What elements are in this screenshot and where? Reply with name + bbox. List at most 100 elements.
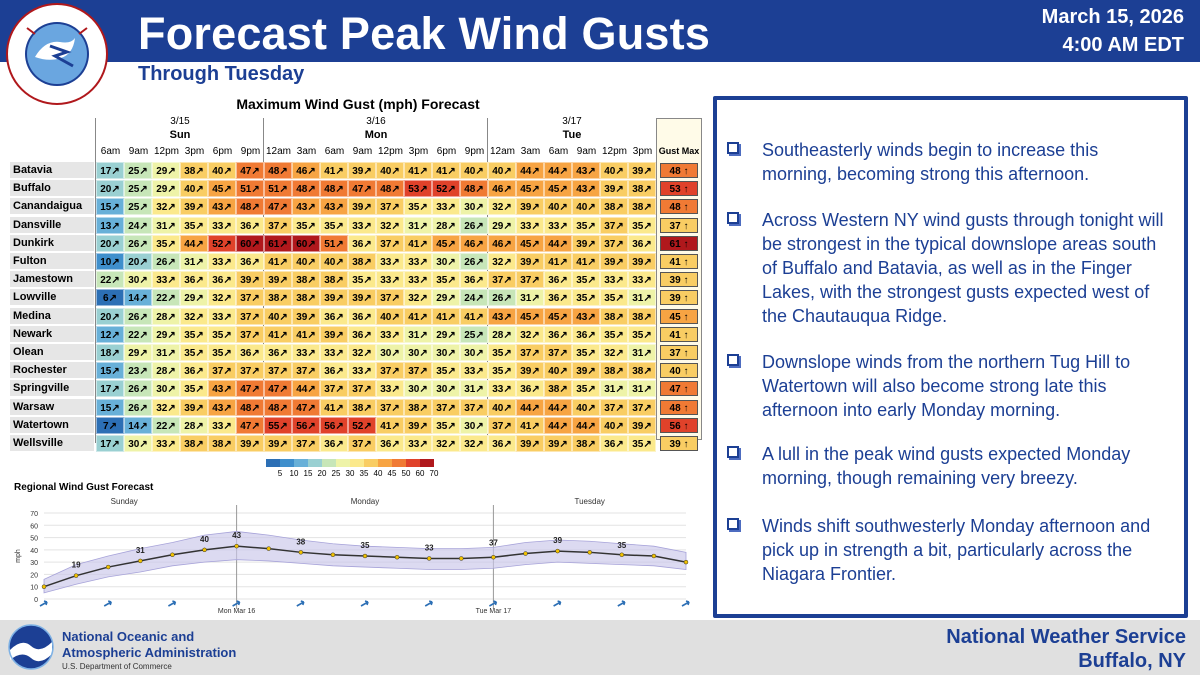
time-column-header: 6pm <box>212 146 233 157</box>
data-point <box>459 556 464 561</box>
gust-cell: 37↗ <box>236 289 264 307</box>
gust-cell: 43↗ <box>488 307 516 325</box>
data-point <box>73 573 79 578</box>
gust-cell: 39↗ <box>348 289 376 307</box>
gust-cell: 38↗ <box>544 380 572 398</box>
location-label: Olean <box>10 344 94 361</box>
gust-cell: 36↗ <box>320 307 348 325</box>
gust-cell: 35↗ <box>572 380 600 398</box>
gust-cell: 35↗ <box>180 344 208 361</box>
gust-cell: 39↗ <box>236 435 264 452</box>
gust-cell: 36↗ <box>320 362 348 380</box>
gust-cell: 25↗ <box>124 198 152 216</box>
noaa-logo-icon <box>8 624 54 670</box>
gust-cell: 36↗ <box>208 271 236 289</box>
gust-cell: 39↗ <box>572 234 600 252</box>
gust-cell: 32↗ <box>460 435 488 452</box>
data-point <box>266 546 271 551</box>
gust-cell: 33↗ <box>404 271 432 289</box>
color-scale-swatch <box>378 459 392 468</box>
location-label: Wellsville <box>10 435 94 452</box>
gust-cell: 25↗ <box>460 325 488 343</box>
gust-cell: 29↗ <box>152 180 180 198</box>
gust-cell: 43↗ <box>572 180 600 198</box>
nws-office-name: National Weather Service <box>946 626 1186 648</box>
time-column-header: 3pm <box>184 146 205 157</box>
gust-cell: 47↗ <box>236 162 264 179</box>
wind-direction-icon <box>232 600 241 607</box>
gust-cell: 37↗ <box>488 416 516 434</box>
gust-cell: 33↗ <box>376 325 404 343</box>
noaa-name-line1: National Oceanic and <box>62 629 195 644</box>
gust-cell: 14↗ <box>124 289 152 307</box>
y-tick-label: 70 <box>30 511 38 518</box>
gust-cell: 33↗ <box>208 307 236 325</box>
gust-cell: 38↗ <box>404 398 432 416</box>
gust-cell: 32↗ <box>488 253 516 270</box>
gust-cell: 32↗ <box>348 344 376 361</box>
gust-max-cell: 39 ↑ <box>660 436 698 451</box>
gust-cell: 28↗ <box>488 325 516 343</box>
gust-cell: 35↗ <box>628 325 656 343</box>
gust-max-cell: 61 ↑ <box>660 235 698 251</box>
gust-cell: 35↗ <box>628 435 656 452</box>
gust-cell: 52↗ <box>208 234 236 252</box>
gust-cell: 37↗ <box>460 398 488 416</box>
regional-gust-chart: Regional Wind Gust Forecast 0 10 20 30 40 50 6… <box>8 480 700 615</box>
data-point <box>362 553 368 559</box>
gust-cell: 35↗ <box>572 344 600 361</box>
bullet-text: Downslope winds from the northern Tug Hi… <box>762 352 1131 420</box>
noaa-name-line2: Atmospheric Administration <box>62 645 237 660</box>
gust-cell: 33↗ <box>208 216 236 234</box>
gust-cell: 33↗ <box>348 362 376 380</box>
time-column-header: 6pm <box>436 146 457 157</box>
gust-cell: 13↗ <box>96 216 124 234</box>
gust-cell: 51↗ <box>264 180 292 198</box>
checkbox-bullet-icon <box>727 446 739 458</box>
gust-cell: 37↗ <box>376 198 404 216</box>
gust-cell: 30↗ <box>460 416 488 434</box>
gust-cell: 39↗ <box>628 253 656 270</box>
gust-cell: 45↗ <box>516 234 544 252</box>
gust-cell: 30↗ <box>432 344 460 361</box>
data-point <box>587 550 592 555</box>
gust-cell: 37↗ <box>404 362 432 380</box>
day-name-label: Tue <box>562 129 582 141</box>
gust-cell: 30↗ <box>404 380 432 398</box>
color-scale-label: 45 <box>387 469 397 479</box>
data-point <box>619 552 625 558</box>
time-column-header: 3pm <box>408 146 429 157</box>
gust-cell: 31↗ <box>152 344 180 361</box>
gust-cell: 43↗ <box>320 198 348 216</box>
gust-cell: 39↗ <box>348 198 376 216</box>
data-label: 35 <box>361 541 370 550</box>
chart-plot: 0 10 20 30 40 50 60 70 mph Sunday Monday Tuesday Mon… <box>15 497 690 615</box>
gust-cell: 38↗ <box>292 271 320 289</box>
gust-cell: 56↗ <box>292 416 320 434</box>
gust-cell: 38↗ <box>348 398 376 416</box>
gust-cell: 30↗ <box>432 253 460 270</box>
gust-cell: 37↗ <box>432 398 460 416</box>
gust-cell: 20↗ <box>124 253 152 270</box>
data-label: 39 <box>553 536 562 545</box>
y-tick-label: 30 <box>30 560 38 567</box>
data-label: 37 <box>489 539 498 548</box>
gust-cell: 22↗ <box>152 289 180 307</box>
checkbox-bullet-icon <box>727 212 739 224</box>
gust-cell: 23↗ <box>124 362 152 380</box>
gust-cell: 39↗ <box>180 198 208 216</box>
time-column-header: 12pm <box>601 146 627 157</box>
gust-cell: 37↗ <box>292 362 320 380</box>
gust-cell: 40↗ <box>488 162 516 179</box>
gust-cell: 37↗ <box>628 398 656 416</box>
gust-cell: 47↗ <box>236 380 264 398</box>
location-label: Batavia <box>10 162 94 179</box>
gust-cell: 51↗ <box>236 180 264 198</box>
gust-cell: 33↗ <box>376 271 404 289</box>
gust-cell: 39↗ <box>180 398 208 416</box>
gust-cell: 40↗ <box>376 162 404 179</box>
gust-cell: 41↗ <box>264 253 292 270</box>
gust-cell: 31↗ <box>404 325 432 343</box>
gust-cell: 36↗ <box>180 271 208 289</box>
gust-cell: 22↗ <box>152 416 180 434</box>
